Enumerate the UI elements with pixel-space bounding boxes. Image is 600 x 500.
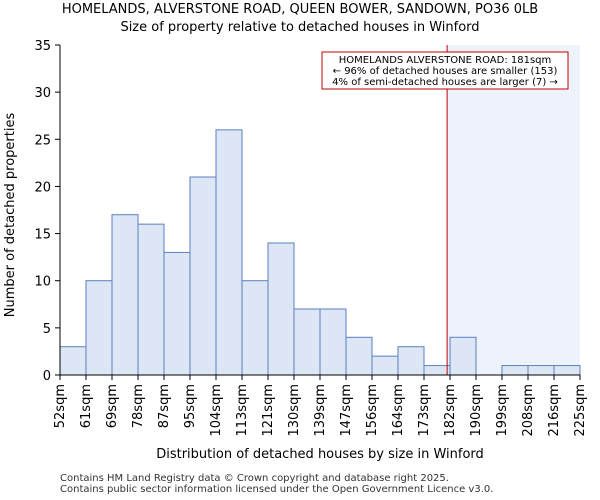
annotation-line-1: HOMELANDS ALVERSTONE ROAD: 181sqm: [339, 55, 552, 66]
y-tick-label: 0: [43, 369, 51, 384]
bar-87sqm: [163, 251, 191, 376]
y-tick-label: 30: [34, 86, 51, 101]
x-tick-label: 173sqm: [417, 384, 432, 437]
x-tick-label: 182sqm: [443, 384, 458, 437]
x-tick-label: 208sqm: [521, 384, 536, 437]
x-tick-label: 69sqm: [105, 384, 120, 428]
bar-104sqm: [215, 129, 243, 376]
x-tick-label: 147sqm: [339, 384, 354, 437]
bar-182sqm: [449, 336, 477, 376]
x-tick-label: 61sqm: [79, 384, 94, 428]
bar-130sqm: [293, 308, 321, 376]
x-tick-label: 225sqm: [573, 384, 588, 437]
x-tick-label: 95sqm: [183, 384, 198, 428]
bar-216sqm: [553, 365, 581, 376]
bar-156sqm: [371, 355, 399, 376]
footer-line-1: Contains HM Land Registry data © Crown c…: [60, 473, 449, 484]
x-tick-label: 121sqm: [261, 384, 276, 437]
y-tick-label: 15: [34, 228, 51, 243]
x-tick-label: 78sqm: [131, 384, 146, 428]
x-tick-label: 52sqm: [53, 384, 68, 428]
x-tick-label: 130sqm: [287, 384, 302, 437]
x-tick-label: 164sqm: [391, 384, 406, 437]
x-tick-label: 156sqm: [365, 384, 380, 437]
bar-61sqm: [85, 280, 113, 376]
chart-title: HOMELANDS, ALVERSTONE ROAD, QUEEN BOWER,…: [61, 2, 539, 17]
annotation-line-3: 4% of semi-detached houses are larger (7…: [332, 77, 558, 88]
bar-199sqm: [501, 365, 529, 376]
x-axis-label: Distribution of detached houses by size …: [156, 447, 484, 462]
larger-region-highlight: [447, 45, 580, 375]
chart-subtitle: Size of property relative to detached ho…: [120, 20, 480, 35]
x-tick-label: 104sqm: [209, 384, 224, 437]
footer-line-2: Contains public sector information licen…: [60, 484, 494, 495]
bar-121sqm: [267, 242, 295, 376]
y-tick-label: 20: [34, 180, 51, 195]
x-tick-label: 87sqm: [157, 384, 172, 428]
x-tick-label: 139sqm: [313, 384, 328, 437]
x-tick-label: 199sqm: [495, 384, 510, 437]
x-tick-label: 113sqm: [235, 384, 250, 437]
y-axis-label: Number of detached properties: [3, 113, 18, 318]
bar-139sqm: [319, 308, 347, 376]
y-tick-label: 5: [43, 322, 51, 337]
bar-78sqm: [137, 223, 165, 376]
bar-208sqm: [527, 365, 555, 376]
bar-173sqm: [423, 365, 451, 376]
y-tick-label: 35: [34, 39, 51, 54]
y-tick-label: 25: [34, 133, 51, 148]
bar-147sqm: [345, 336, 373, 376]
bar-52sqm: [59, 346, 87, 376]
bar-69sqm: [111, 214, 139, 376]
annotation-line-2: ← 96% of detached houses are smaller (15…: [333, 66, 558, 77]
bar-164sqm: [397, 346, 425, 376]
y-tick-label: 10: [34, 275, 51, 290]
annotation-box: HOMELANDS ALVERSTONE ROAD: 181sqm ← 96% …: [321, 51, 569, 90]
bar-95sqm: [189, 176, 217, 376]
x-tick-label: 190sqm: [469, 384, 484, 437]
bar-113sqm: [241, 280, 269, 376]
x-tick-label: 216sqm: [547, 384, 562, 437]
